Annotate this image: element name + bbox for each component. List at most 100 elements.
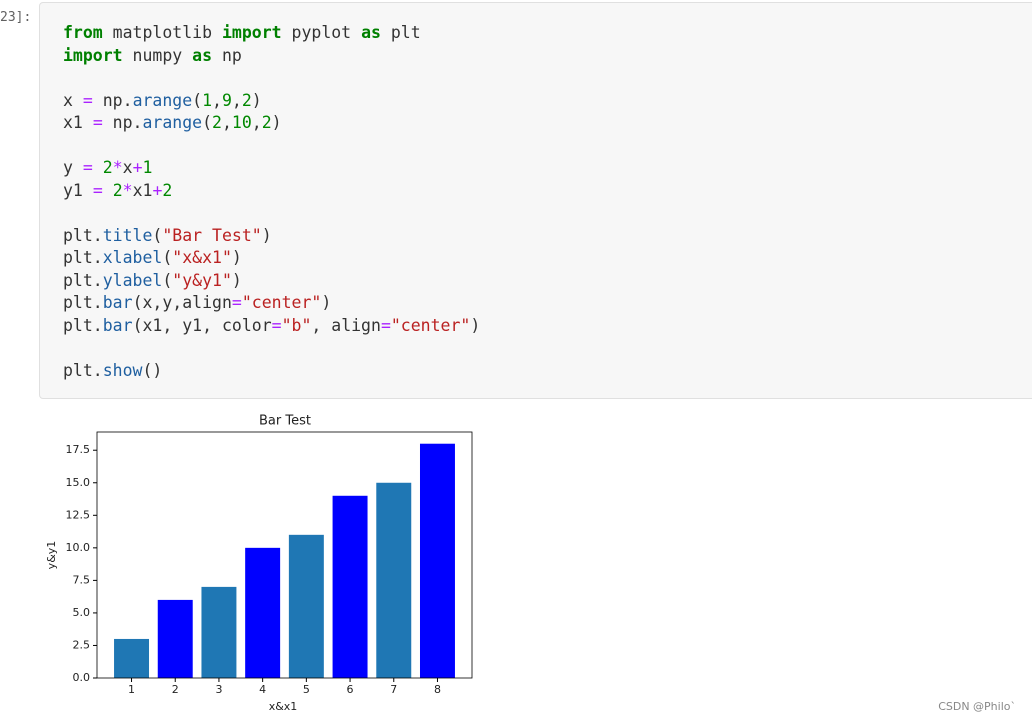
code-line [63,338,1032,361]
code-line [63,136,1032,159]
code-token: 2 [261,113,272,132]
code-token: "center" [390,315,471,335]
code-token: = [82,158,93,177]
bar [245,547,281,678]
chart-title: Bar Test [259,414,311,429]
code-token: title [102,225,153,245]
code-line [63,203,1032,226]
code-token: 1 [202,90,213,110]
code-token: , [231,90,242,110]
code-line: plt.bar(x,y,align="center") [63,293,1032,316]
code-token: ( [202,113,213,132]
chart: Bar Test x&x1 y&y1 0.0 2.5 5.0 7.5 10.0 12.5 1… [45,414,473,713]
code-token: numpy [122,45,193,65]
code-token: import [221,23,282,42]
y-tick-label: 17.5 [66,443,91,456]
y-tick-label: 2.5 [73,638,91,651]
code-token: = [82,90,93,110]
code-token: np. [102,113,143,132]
code-token: 2 [162,180,173,200]
code-token: () [142,360,163,380]
code-token: , [221,113,232,132]
code-token: matplotlib [102,23,222,42]
code-token: "Bar Test" [162,225,262,245]
code-token: x [122,158,133,177]
y-tick-label: 10.0 [66,541,91,554]
code-token [103,181,113,200]
code-token: plt. [63,248,103,267]
code-token: bar [102,293,133,312]
code-line: x1 = np.arange(2,10,2) [63,113,1032,136]
code-line [63,68,1032,91]
x-tick-label: 2 [172,683,179,696]
code-token: "x&x1" [172,248,232,267]
code-line: plt.bar(x1, y1, color="b", align="center… [63,316,1032,339]
code-token: x [63,90,83,110]
code-token: x1 [132,180,153,200]
code-token: ) [271,113,282,132]
code-token: plt [380,23,421,42]
code-token: = [231,293,242,312]
x-tick-label: 8 [434,683,441,696]
code-token: np. [92,90,133,110]
code-token: ( [162,248,173,267]
code-token: ) [321,293,332,312]
axes-frame [96,431,473,679]
x-tick-label: 7 [390,683,397,696]
code-token: = [92,180,103,200]
code-line: plt.show() [63,361,1032,384]
bar [419,443,455,678]
code-token: 9 [221,90,232,110]
code-token: ) [251,90,262,110]
bar [201,586,237,678]
code-token: ylabel [102,270,163,290]
code-token: ) [231,248,242,267]
code-cell[interactable]: from matplotlib import pyplot as plt impo… [39,2,1032,399]
code-line: y = 2*x+1 [63,158,1032,181]
code-token: plt. [63,293,103,312]
code-line: plt.xlabel("x&x1") [63,248,1032,271]
code-token: plt. [63,270,103,290]
code-token: + [152,180,163,200]
x-tick-label: 3 [215,683,222,696]
x-axis-label: x&x1 [269,700,298,713]
code-line: import numpy as np [63,46,1032,69]
code-token: pyplot [281,23,362,42]
code-token: plt. [63,315,103,335]
y-tick-label: 12.5 [66,508,91,521]
code-token: (x,y,align [132,293,232,312]
code-token: (x1, y1, color [132,315,272,335]
code-token: = [380,315,391,335]
code-token: ( [152,225,163,245]
x-tick-label: 6 [347,683,354,696]
code-token: ) [261,225,272,245]
code-token: arange [142,113,203,132]
code-token: bar [102,315,133,335]
bar [376,482,412,678]
x-tick-label: 1 [128,683,135,696]
y-tick-label: 0.0 [73,671,91,684]
code-token: "b" [281,315,312,335]
code-line: from matplotlib import pyplot as plt [63,23,1032,46]
code-token: "center" [241,293,322,312]
code-token: as [192,45,213,65]
code-token: import [63,45,123,65]
code-token: = [271,315,282,335]
code-token: * [112,158,123,177]
code-token: "y&y1" [172,270,232,290]
code-token: 2 [112,180,123,200]
code-token: plt. [63,360,103,380]
watermark: CSDN @Philo` [938,700,1016,713]
code-line: plt.ylabel("y&y1") [63,271,1032,294]
code-token: 2 [241,90,252,110]
bar [157,599,193,678]
code-token: , align [311,315,381,335]
code-token [93,158,103,177]
code-token: np [212,45,242,65]
cell-prompt: 23]: [0,10,32,25]
code-token: xlabel [102,248,163,267]
code-token: , [212,90,222,110]
bar [332,495,368,678]
code-token: ( [162,270,173,290]
